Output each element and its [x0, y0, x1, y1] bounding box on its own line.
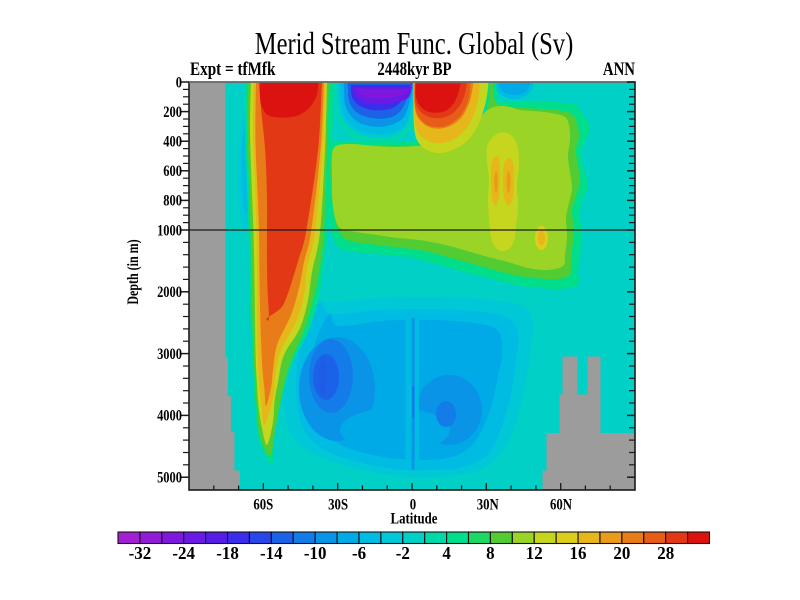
- svg-text:800: 800: [163, 192, 182, 210]
- svg-text:60S: 60S: [253, 496, 273, 514]
- svg-text:1000: 1000: [157, 222, 182, 240]
- svg-text:ANN: ANN: [603, 58, 636, 79]
- svg-text:0: 0: [410, 496, 416, 514]
- svg-text:2448kyr BP: 2448kyr BP: [377, 58, 451, 79]
- svg-text:Expt = tfMfk: Expt = tfMfk: [190, 58, 276, 79]
- svg-text:400: 400: [163, 133, 182, 151]
- svg-text:-2: -2: [396, 544, 410, 563]
- svg-text:4000: 4000: [157, 407, 182, 425]
- svg-text:-32: -32: [129, 544, 152, 563]
- svg-text:16: 16: [570, 544, 587, 563]
- svg-text:3000: 3000: [157, 346, 182, 364]
- svg-text:2000: 2000: [157, 284, 182, 302]
- svg-text:8: 8: [486, 544, 495, 563]
- svg-text:Merid Stream Func. Global (Sv): Merid Stream Func. Global (Sv): [255, 27, 574, 62]
- svg-text:5000: 5000: [157, 469, 182, 487]
- svg-text:-14: -14: [260, 544, 283, 563]
- svg-text:-10: -10: [304, 544, 327, 563]
- svg-text:28: 28: [657, 544, 674, 563]
- svg-text:0: 0: [176, 74, 182, 92]
- svg-text:-6: -6: [352, 544, 367, 563]
- svg-text:-18: -18: [216, 544, 239, 563]
- svg-text:Latitude: Latitude: [391, 510, 438, 528]
- svg-text:4: 4: [442, 544, 451, 563]
- svg-text:20: 20: [613, 544, 630, 563]
- svg-text:12: 12: [526, 544, 543, 563]
- svg-text:-24: -24: [172, 544, 195, 563]
- svg-text:600: 600: [163, 163, 182, 181]
- svg-text:200: 200: [163, 104, 182, 122]
- svg-text:30S: 30S: [328, 496, 348, 514]
- svg-text:60N: 60N: [550, 496, 573, 514]
- svg-text:30N: 30N: [477, 496, 500, 514]
- svg-text:Depth (in m): Depth (in m): [124, 239, 142, 305]
